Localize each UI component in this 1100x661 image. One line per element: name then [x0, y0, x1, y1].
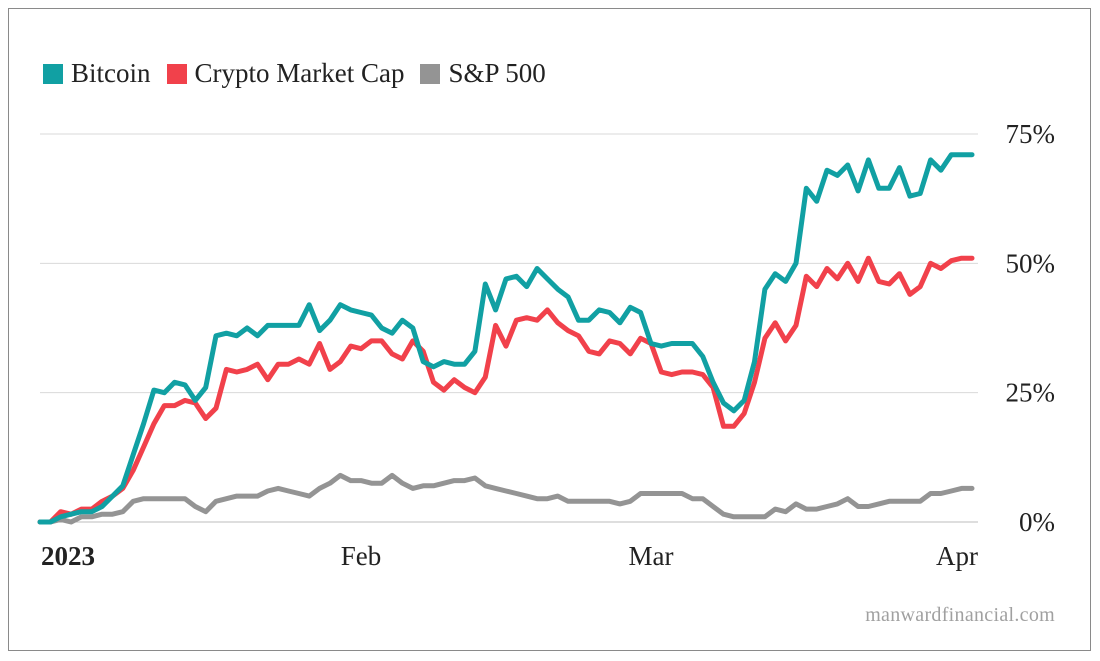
legend-swatch-sp500: [420, 63, 441, 84]
x-tick-label: Mar: [628, 541, 673, 571]
legend: Bitcoin Crypto Market Cap S&P 500: [43, 58, 546, 89]
legend-label-bitcoin: Bitcoin: [71, 58, 151, 88]
legend-item-sp500: S&P 500: [420, 58, 546, 89]
chart-frame: [8, 8, 1091, 651]
y-tick-label: 50%: [1006, 248, 1056, 278]
series-line-s-p-500: [37, 472, 975, 525]
x-tick-label: Feb: [341, 541, 382, 571]
legend-item-crypto-market-cap: Crypto Market Cap: [166, 58, 405, 89]
legend-swatch-crypto-market-cap: [166, 63, 187, 84]
series-line-crypto-market-cap: [37, 255, 975, 525]
legend-item-bitcoin: Bitcoin: [43, 58, 151, 89]
series-line-bitcoin: [37, 152, 975, 525]
x-tick-label: 2023: [41, 541, 95, 571]
x-tick-label: Apr: [936, 541, 978, 571]
legend-label-sp500: S&P 500: [448, 58, 546, 88]
watermark: manwardfinancial.com: [865, 604, 1055, 626]
y-tick-label: 25%: [1006, 378, 1056, 408]
legend-swatch-bitcoin: [43, 63, 63, 84]
y-tick-label: 75%: [1006, 119, 1056, 149]
legend-label-crypto-market-cap: Crypto Market Cap: [194, 58, 405, 88]
y-tick-label: 0%: [1019, 507, 1055, 537]
